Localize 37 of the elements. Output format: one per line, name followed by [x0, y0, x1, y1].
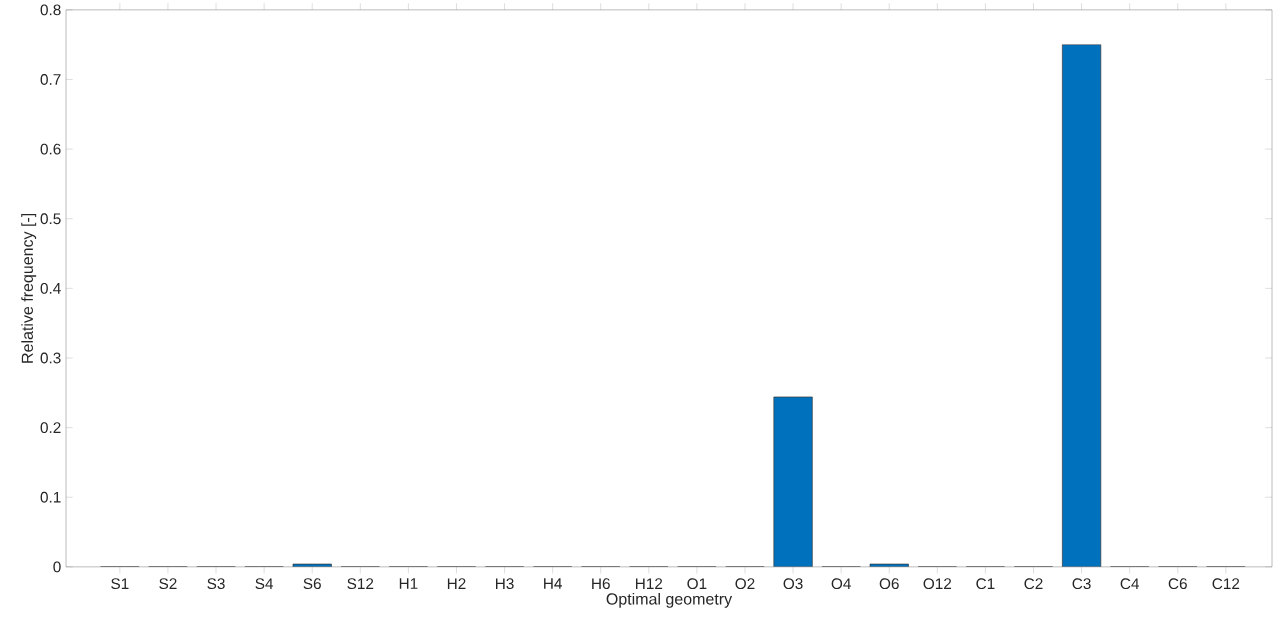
- x-tick-label: O3: [783, 578, 803, 590]
- y-tick-label: 0: [53, 561, 61, 573]
- x-tick-label: S4: [255, 578, 274, 590]
- y-tick-label: 0.7: [40, 74, 61, 85]
- x-tick-label: O12: [923, 578, 952, 590]
- x-tick-label: H3: [496, 578, 514, 590]
- x-tick-label: C4: [1120, 578, 1140, 590]
- x-tick-label: S2: [159, 578, 177, 590]
- x-tick-label: C1: [976, 578, 995, 590]
- y-axis-title: Relative frequency [-]: [21, 214, 37, 363]
- x-tick-label: S12: [347, 578, 374, 590]
- x-tick-label: O1: [687, 578, 707, 590]
- x-tick-label: S6: [303, 578, 321, 590]
- y-tick-label: 0.6: [40, 143, 61, 155]
- x-tick-label: O2: [735, 578, 755, 590]
- x-tick-label: H2: [447, 578, 466, 590]
- x-tick-label: C3: [1072, 578, 1091, 590]
- x-tick-label: S3: [207, 578, 225, 590]
- x-tick-label: O6: [879, 578, 899, 590]
- y-tick-label: 0.3: [40, 352, 61, 364]
- y-tick-label: 0.5: [40, 213, 61, 225]
- y-tick-label: 0.1: [40, 491, 61, 503]
- x-tick-label: H6: [592, 578, 610, 590]
- x-tick-label: H12: [636, 578, 663, 590]
- x-tick-label: C2: [1024, 578, 1043, 590]
- y-tick-label: 0.4: [40, 282, 61, 294]
- x-tick-label: S1: [111, 578, 129, 590]
- y-tick-label: 0.2: [40, 422, 61, 434]
- x-tick-label: H4: [544, 578, 562, 589]
- bar: [1062, 44, 1101, 567]
- x-tick-label: C12: [1212, 578, 1240, 590]
- x-axis-title: Optimal geometry: [606, 592, 733, 608]
- bar: [773, 397, 813, 567]
- x-tick-label: C6: [1168, 578, 1187, 590]
- x-tick-label: O4: [831, 578, 851, 590]
- x-tick-label: H1: [399, 578, 418, 589]
- y-tick-label: 0.8: [40, 4, 61, 16]
